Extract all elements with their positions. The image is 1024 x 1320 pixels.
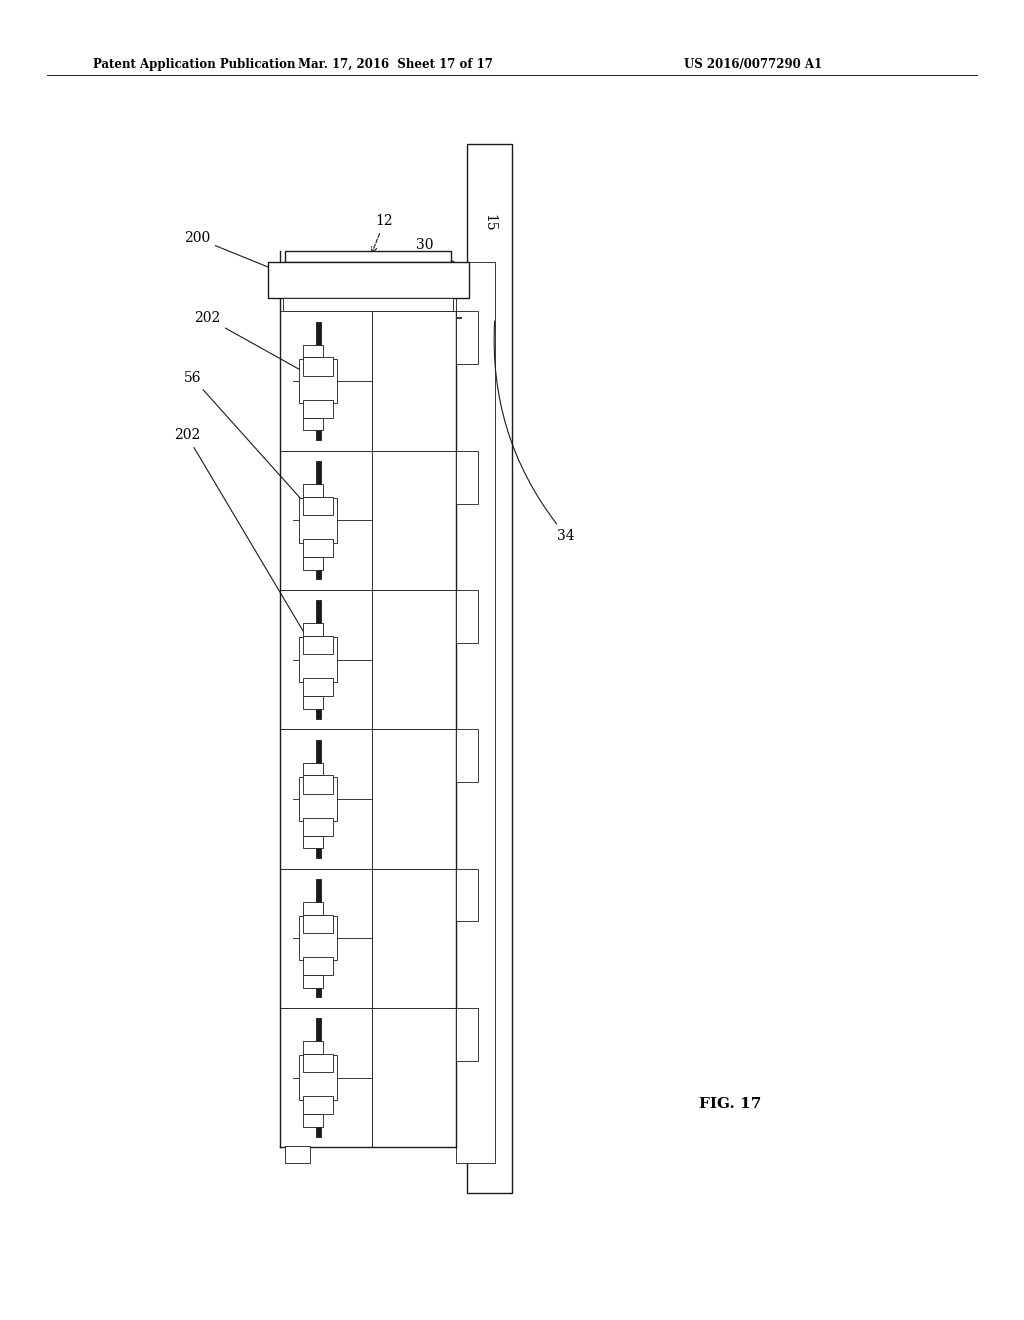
Bar bbox=[457, 312, 477, 364]
Bar bbox=[457, 1008, 477, 1061]
Bar bbox=[303, 975, 323, 987]
Bar bbox=[299, 359, 338, 403]
Bar bbox=[280, 590, 372, 729]
Bar bbox=[303, 484, 323, 496]
Text: 12: 12 bbox=[372, 214, 393, 252]
Text: 202: 202 bbox=[194, 310, 316, 379]
Bar bbox=[372, 1008, 457, 1147]
Bar bbox=[303, 496, 334, 515]
Text: 202: 202 bbox=[174, 429, 318, 656]
Bar bbox=[303, 1114, 323, 1127]
Bar bbox=[303, 345, 323, 358]
Bar bbox=[303, 557, 323, 570]
Bar bbox=[315, 1018, 321, 1137]
Bar bbox=[315, 879, 321, 998]
Text: Patent Application Publication: Patent Application Publication bbox=[93, 58, 295, 71]
Text: 34: 34 bbox=[495, 321, 575, 543]
Bar bbox=[267, 261, 469, 298]
Bar bbox=[457, 261, 495, 1163]
Bar bbox=[285, 1146, 310, 1163]
Bar bbox=[372, 312, 457, 450]
Bar bbox=[315, 739, 321, 858]
Bar bbox=[457, 590, 477, 643]
Bar bbox=[285, 251, 452, 261]
Bar bbox=[303, 358, 334, 376]
Bar bbox=[372, 590, 457, 729]
Bar bbox=[280, 1008, 372, 1147]
Bar bbox=[372, 869, 457, 1008]
Bar bbox=[303, 697, 323, 709]
Text: US 2016/0077290 A1: US 2016/0077290 A1 bbox=[684, 58, 822, 71]
Bar bbox=[303, 1096, 334, 1114]
Bar bbox=[467, 144, 512, 1193]
Bar bbox=[372, 450, 457, 590]
Bar bbox=[315, 322, 321, 440]
Bar bbox=[457, 450, 477, 503]
Bar bbox=[299, 1055, 338, 1100]
Bar bbox=[303, 539, 334, 557]
Bar bbox=[280, 729, 372, 869]
Bar bbox=[303, 775, 334, 793]
Bar bbox=[303, 400, 334, 417]
Bar bbox=[303, 417, 323, 430]
Text: 15: 15 bbox=[482, 214, 497, 231]
Bar bbox=[303, 957, 334, 975]
Bar bbox=[303, 817, 334, 836]
Bar bbox=[280, 450, 372, 590]
Text: 30: 30 bbox=[416, 238, 469, 271]
Bar bbox=[303, 623, 323, 636]
Bar bbox=[283, 298, 454, 312]
Bar bbox=[303, 678, 334, 697]
Bar bbox=[280, 312, 372, 450]
Bar bbox=[315, 461, 321, 579]
Bar bbox=[372, 729, 457, 869]
Bar bbox=[299, 916, 338, 961]
Bar bbox=[299, 638, 338, 682]
Text: 200: 200 bbox=[183, 231, 296, 279]
Text: Mar. 17, 2016  Sheet 17 of 17: Mar. 17, 2016 Sheet 17 of 17 bbox=[298, 58, 494, 71]
Bar bbox=[299, 776, 338, 821]
Text: 56: 56 bbox=[183, 371, 317, 517]
Bar bbox=[303, 836, 323, 849]
Bar bbox=[303, 1041, 323, 1055]
Bar bbox=[303, 636, 334, 655]
Bar bbox=[457, 869, 477, 921]
Bar bbox=[315, 601, 321, 719]
Bar bbox=[457, 729, 477, 783]
Text: FIG. 17: FIG. 17 bbox=[698, 1097, 761, 1111]
Bar bbox=[303, 1055, 334, 1072]
Bar bbox=[303, 902, 323, 915]
Bar bbox=[280, 869, 372, 1008]
Bar bbox=[299, 498, 338, 543]
Bar bbox=[303, 915, 334, 933]
Bar bbox=[303, 763, 323, 775]
